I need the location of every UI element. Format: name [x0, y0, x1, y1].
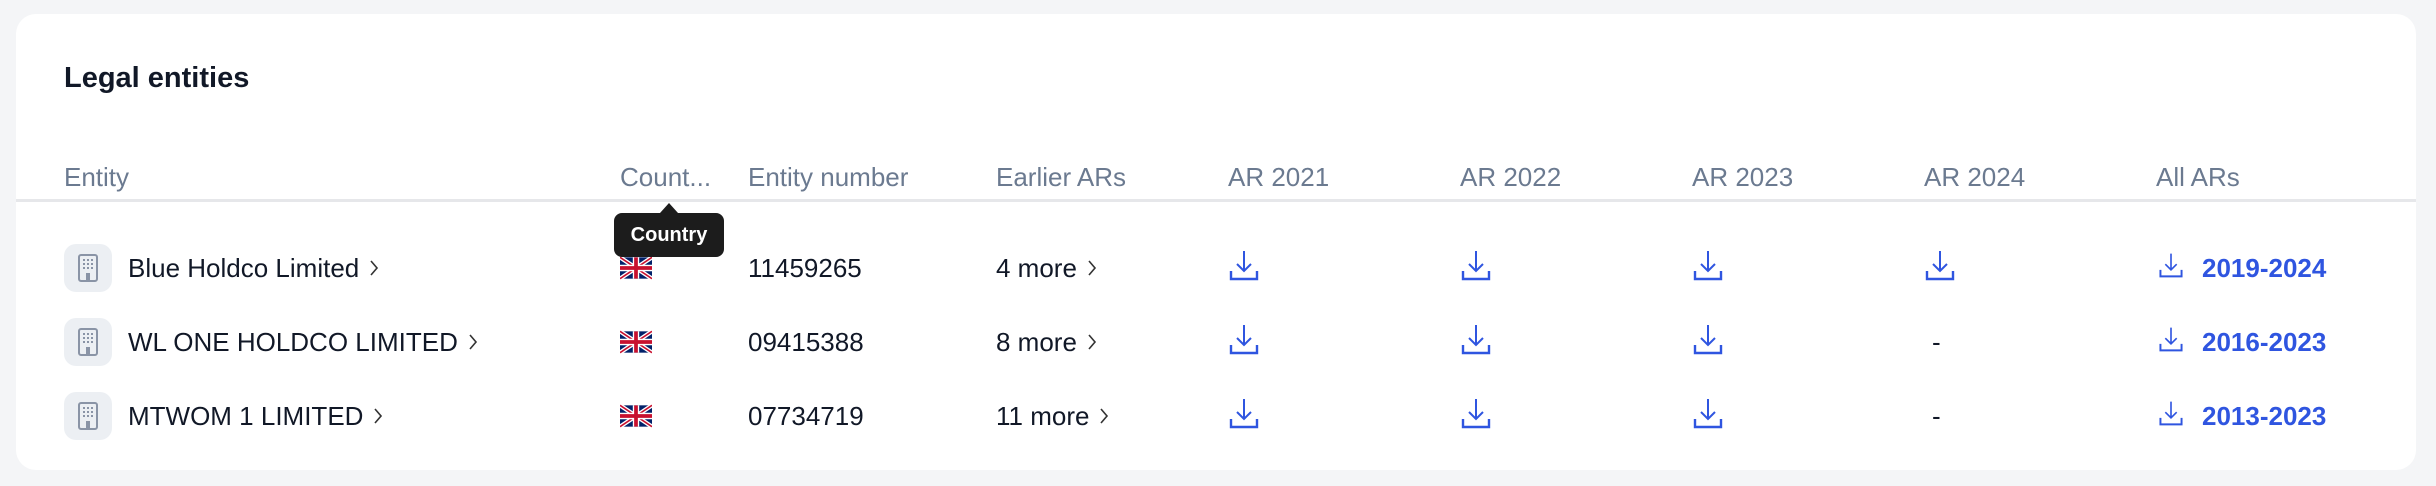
- download-icon[interactable]: [1692, 323, 1724, 362]
- header-ar-2024[interactable]: AR 2024: [1924, 162, 2026, 192]
- building-icon: [64, 318, 112, 366]
- earlier-ars-label[interactable]: 8 more: [996, 326, 1077, 357]
- download-icon[interactable]: [1228, 397, 1260, 436]
- entity-number: 07734719: [748, 400, 864, 431]
- download-ar-2022-button[interactable]: [1460, 386, 1492, 446]
- building-icon: [64, 244, 112, 292]
- download-ar-2022-button[interactable]: [1460, 312, 1492, 372]
- download-all-ars-link[interactable]: 2013-2023: [2158, 386, 2326, 446]
- earlier-ars-link[interactable]: 11 more: [996, 386, 1109, 446]
- download-all-ars-link[interactable]: 2016-2023: [2158, 312, 2326, 372]
- building-icon: [64, 392, 112, 440]
- table-row: MTWOM 1 LIMITED 07734719 11 more - 2013-…: [16, 386, 2416, 446]
- legal-entities-card: Legal entities Entity Count... Entity nu…: [16, 14, 2416, 470]
- table-row: Blue Holdco Limited 11459265 4 more 2019…: [16, 238, 2416, 298]
- download-icon[interactable]: [1692, 397, 1724, 436]
- earlier-ars-link[interactable]: 8 more: [996, 312, 1097, 372]
- section-title: Legal entities: [64, 62, 250, 94]
- header-entity-number[interactable]: Entity number: [748, 162, 909, 192]
- all-ars-range[interactable]: 2019-2024: [2202, 252, 2327, 283]
- download-icon[interactable]: [1228, 323, 1260, 362]
- download-icon[interactable]: [1460, 249, 1492, 288]
- entity-cell[interactable]: WL ONE HOLDCO LIMITED: [64, 312, 478, 372]
- download-icon: [2158, 252, 2184, 285]
- chevron-right-icon: [373, 407, 383, 425]
- chevron-right-icon: [1087, 259, 1097, 277]
- all-ars-range[interactable]: 2016-2023: [2202, 326, 2327, 357]
- table-row: WL ONE HOLDCO LIMITED 09415388 8 more - …: [16, 312, 2416, 372]
- download-icon: [2158, 400, 2184, 433]
- chevron-right-icon: [1087, 333, 1097, 351]
- entity-cell[interactable]: Blue Holdco Limited: [64, 238, 379, 298]
- header-ar-2021[interactable]: AR 2021: [1228, 162, 1330, 192]
- download-icon[interactable]: [1924, 249, 1956, 288]
- ar-2024-empty: -: [1932, 326, 1941, 357]
- download-ar-2021-button[interactable]: [1228, 312, 1260, 372]
- earlier-ars-label[interactable]: 11 more: [996, 400, 1090, 431]
- download-ar-2024-button[interactable]: [1924, 238, 1956, 298]
- download-icon[interactable]: [1228, 249, 1260, 288]
- download-icon[interactable]: [1692, 249, 1724, 288]
- chevron-right-icon: [468, 333, 478, 351]
- header-ar-2023[interactable]: AR 2023: [1692, 162, 1794, 192]
- earlier-ars-label[interactable]: 4 more: [996, 252, 1077, 283]
- header-country[interactable]: Count...: [620, 162, 712, 192]
- header-divider: [16, 199, 2416, 202]
- download-ar-2023-button[interactable]: [1692, 312, 1724, 372]
- earlier-ars-link[interactable]: 4 more: [996, 238, 1097, 298]
- download-icon: [2158, 326, 2184, 359]
- header-ar-2022[interactable]: AR 2022: [1460, 162, 1562, 192]
- ar-2024-empty: -: [1932, 400, 1941, 431]
- download-ar-2022-button[interactable]: [1460, 238, 1492, 298]
- entity-name-link[interactable]: Blue Holdco Limited: [128, 252, 360, 283]
- entity-number: 09415388: [748, 326, 864, 357]
- uk-flag-icon: [620, 386, 652, 446]
- uk-flag-icon: [620, 238, 652, 298]
- download-ar-2023-button[interactable]: [1692, 238, 1724, 298]
- download-icon[interactable]: [1460, 397, 1492, 436]
- country-tooltip: Country: [614, 203, 724, 257]
- all-ars-range[interactable]: 2013-2023: [2202, 400, 2327, 431]
- entity-cell[interactable]: MTWOM 1 LIMITED: [64, 386, 383, 446]
- chevron-right-icon: [1099, 407, 1109, 425]
- download-icon[interactable]: [1460, 323, 1492, 362]
- entity-number: 11459265: [748, 252, 862, 283]
- download-all-ars-link[interactable]: 2019-2024: [2158, 238, 2326, 298]
- download-ar-2023-button[interactable]: [1692, 386, 1724, 446]
- header-earlier-ars[interactable]: Earlier ARs: [996, 162, 1127, 192]
- entity-name-link[interactable]: WL ONE HOLDCO LIMITED: [128, 326, 458, 357]
- header-all-ars[interactable]: All ARs: [2156, 162, 2240, 192]
- header-entity[interactable]: Entity: [64, 162, 130, 192]
- entity-name-link[interactable]: MTWOM 1 LIMITED: [128, 400, 364, 431]
- uk-flag-icon: [620, 312, 652, 372]
- chevron-right-icon: [369, 259, 379, 277]
- download-ar-2021-button[interactable]: [1228, 386, 1260, 446]
- download-ar-2021-button[interactable]: [1228, 238, 1260, 298]
